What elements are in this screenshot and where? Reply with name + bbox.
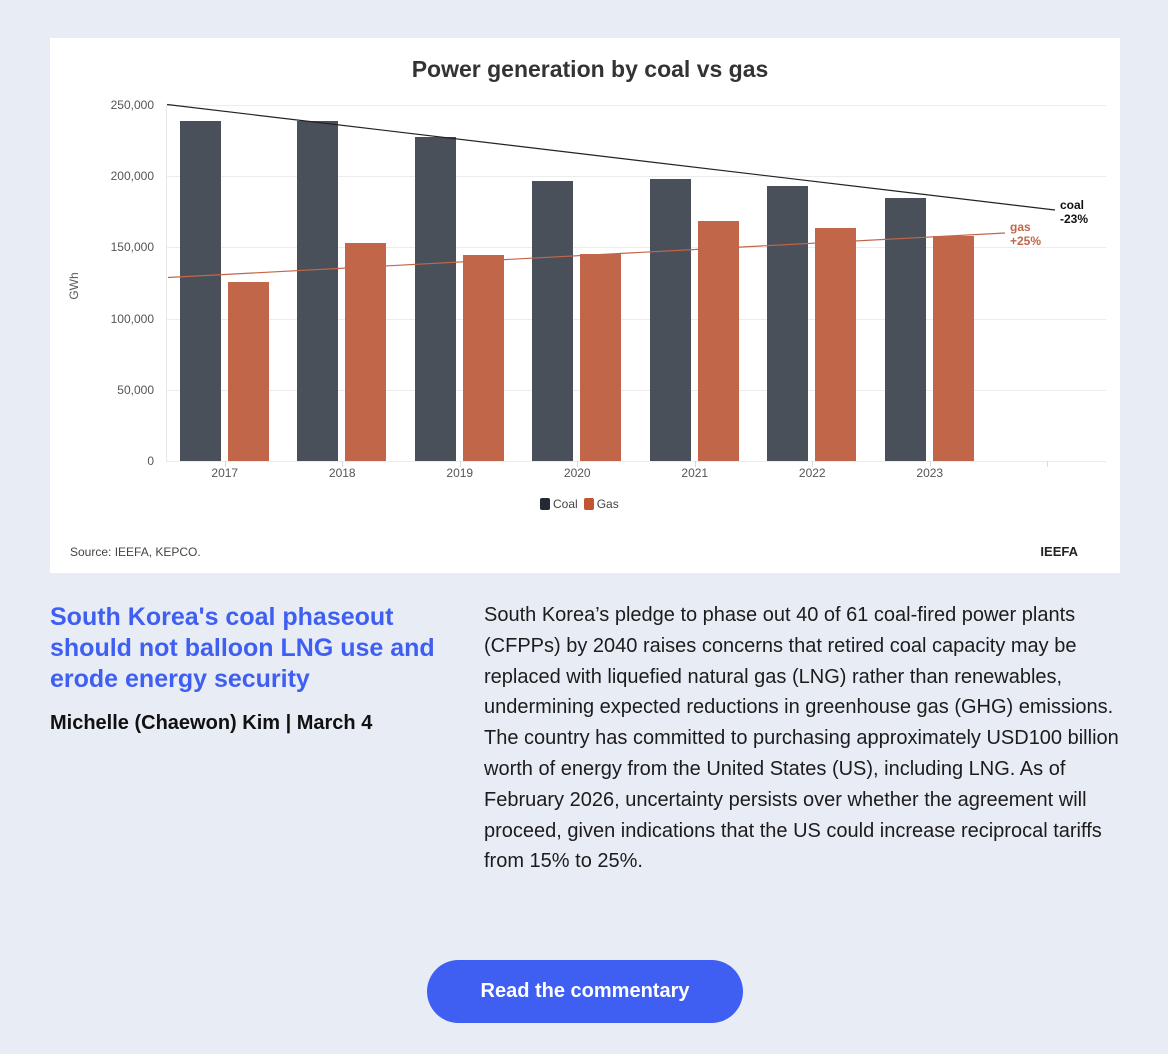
- coal-bar-2018[interactable]: [297, 120, 339, 461]
- coal-trendline: [166, 103, 1056, 211]
- legend-item-coal[interactable]: Coal: [540, 497, 578, 511]
- x-tick-mark: [224, 461, 226, 467]
- chart-title: Power generation by coal vs gas: [411, 56, 769, 82]
- gas-swatch-icon: [583, 498, 594, 510]
- gas-bar-2022[interactable]: [815, 228, 857, 461]
- gas-bar-2023[interactable]: [932, 236, 974, 461]
- coal-bar-2022[interactable]: [767, 185, 809, 461]
- coal-swatch-icon: [540, 498, 550, 510]
- chart-card: Power generation by coal vs gas GWh coal…: [50, 38, 1120, 573]
- x-tick-mark: [459, 461, 461, 467]
- article-byline: Michelle (Chaewon) Kim | March 4: [50, 712, 373, 734]
- legend-item-gas[interactable]: Gas: [583, 497, 619, 511]
- y-tick-label: 250,000: [110, 98, 154, 112]
- y-axis-line: [166, 105, 167, 462]
- brand-logo: IEEFA: [1040, 544, 1078, 559]
- x-tick-label: 2020: [563, 466, 591, 480]
- x-tick-label: 2021: [681, 466, 709, 480]
- x-tick-label: 2018: [328, 466, 356, 480]
- gas-bar-2018[interactable]: [345, 243, 387, 461]
- gridline: [166, 389, 1106, 391]
- y-tick-label: 100,000: [110, 311, 154, 326]
- x-tick-label: 2022: [798, 466, 826, 480]
- x-tick-mark: [577, 461, 579, 467]
- x-tick-mark: [812, 461, 814, 467]
- chart-legend: Coal Gas: [540, 497, 622, 511]
- coal-bar-2020[interactable]: [532, 181, 574, 461]
- x-tick-mark: [929, 461, 931, 467]
- coal-bar-2017[interactable]: [179, 120, 221, 461]
- coal-bar-2019[interactable]: [414, 136, 456, 461]
- x-tick-label: 2017: [211, 466, 239, 480]
- y-tick-label: 150,000: [110, 240, 154, 255]
- article-headline[interactable]: South Korea's coal phaseout should not b…: [50, 603, 435, 693]
- gridline: [166, 176, 1106, 178]
- gas-bar-2017[interactable]: [227, 281, 269, 461]
- trendlines: [166, 103, 1056, 279]
- gas-trend-annotation: gas +25%: [1010, 220, 1042, 248]
- x-tick-label: 2019: [446, 466, 474, 480]
- article-summary: South Korea’s pledge to phase out 40 of …: [484, 604, 1119, 873]
- gridline: [166, 247, 1106, 249]
- coal-trend-annotation: coal -23%: [1060, 198, 1089, 226]
- coal-bar-2023[interactable]: [884, 197, 926, 461]
- x-tick-mark: [342, 461, 344, 467]
- gridline: [166, 318, 1106, 320]
- gas-bar-2021[interactable]: [697, 221, 739, 461]
- gridline: [166, 105, 1106, 106]
- gas-trendline: [167, 232, 1006, 279]
- gridline: [166, 461, 1106, 462]
- coal-bar-2021[interactable]: [649, 179, 691, 461]
- y-tick-label: 50,000: [117, 382, 154, 397]
- read-commentary-button[interactable]: Read the commentary: [427, 960, 743, 1023]
- gas-bar-2019[interactable]: [462, 255, 504, 461]
- y-tick-label: 0: [147, 454, 154, 468]
- y-tick-label: 200,000: [110, 169, 154, 184]
- x-tick-mark: [1047, 461, 1049, 467]
- x-tick-label: 2023: [916, 466, 944, 480]
- chart-source: Source: IEEFA, KEPCO.: [70, 545, 201, 559]
- gas-bar-2020[interactable]: [580, 253, 622, 461]
- x-tick-mark: [694, 461, 696, 467]
